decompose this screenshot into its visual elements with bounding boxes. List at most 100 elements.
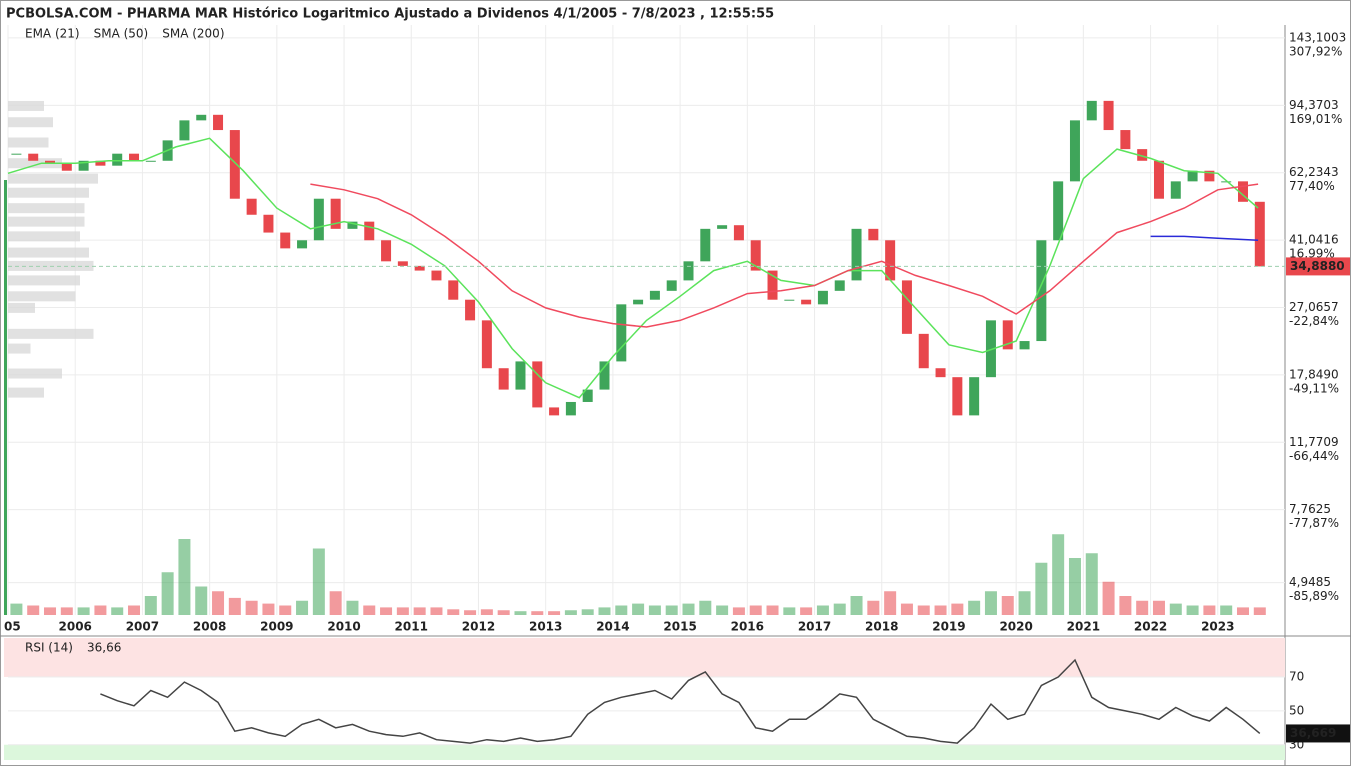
- candle-body: [817, 290, 828, 305]
- volume-profile-bar: [8, 231, 80, 242]
- y-tick-pct-label: -85,89%: [1289, 589, 1339, 603]
- candle-body: [935, 368, 946, 378]
- y-tick-label: 17,8490: [1289, 367, 1339, 381]
- candle-body: [498, 368, 509, 390]
- candle-body: [868, 228, 879, 241]
- indicator-line: [1150, 235, 1259, 242]
- volume-bar: [1068, 558, 1081, 615]
- candle-body: [229, 130, 240, 199]
- candle-body: [750, 240, 761, 271]
- y-tick-label: 4,9485: [1289, 575, 1331, 589]
- y-tick-label: 27,0657: [1289, 300, 1339, 314]
- volume-bar: [178, 539, 191, 615]
- candle-body: [78, 160, 89, 171]
- candle-body: [1053, 181, 1064, 241]
- volume-bar: [396, 607, 409, 615]
- volume-profile-bar: [8, 137, 49, 148]
- volume-bar: [1085, 553, 1098, 615]
- x-tick-label: 2007: [126, 620, 159, 634]
- volume-bar: [346, 600, 359, 615]
- candle-body: [599, 361, 610, 390]
- candle-body: [834, 280, 845, 291]
- y-tick-label: 62,2343: [1289, 165, 1339, 179]
- candle-body: [246, 198, 257, 215]
- candle-body: [1069, 120, 1080, 182]
- candle-body: [1237, 181, 1248, 202]
- indicator-line: [310, 183, 1259, 328]
- volume-profile-bar: [8, 117, 53, 128]
- volume-bar: [363, 605, 376, 615]
- volume-bar: [1119, 596, 1132, 615]
- volume-bar: [430, 607, 443, 615]
- volume-bar: [749, 605, 762, 615]
- candle-body: [11, 153, 22, 155]
- volume-bar: [212, 591, 225, 615]
- volume-bar: [329, 591, 342, 615]
- x-tick-label: 2019: [932, 620, 965, 634]
- volume-bar: [195, 586, 208, 615]
- candle-body: [851, 228, 862, 281]
- volume-bar: [245, 600, 258, 615]
- volume-bar: [1136, 600, 1149, 615]
- volume-bar: [1035, 562, 1048, 615]
- volume-bar: [783, 607, 796, 615]
- left-edge: [4, 180, 7, 615]
- volume-bar: [682, 603, 695, 615]
- volume-bar: [598, 607, 611, 615]
- x-tick-label: 2017: [798, 620, 831, 634]
- volume-bar: [10, 603, 23, 615]
- volume-bar: [867, 600, 880, 615]
- candle-body: [364, 221, 375, 241]
- volume-profile-bar: [8, 158, 62, 169]
- volume-bar: [1152, 600, 1165, 615]
- candle-body: [381, 240, 392, 262]
- overbought-zone: [4, 638, 1285, 677]
- candle-body: [45, 160, 56, 164]
- volume-bar: [984, 591, 997, 615]
- volume-bar: [262, 603, 275, 615]
- x-tick-label: 2012: [462, 620, 495, 634]
- candle-body: [280, 232, 291, 249]
- volume-bar: [279, 605, 292, 615]
- volume-bar: [833, 603, 846, 615]
- volume-profile-bar: [8, 203, 85, 214]
- volume-bar: [699, 600, 712, 615]
- candle-body: [1103, 100, 1114, 131]
- oversold-zone: [4, 744, 1285, 760]
- candle-body: [1187, 170, 1198, 182]
- candle-body: [179, 120, 190, 141]
- volume-profile-bar: [8, 260, 94, 271]
- candle-body: [1137, 149, 1148, 161]
- chart-title: PCBOLSA.COM - PHARMA MAR Histórico Logar…: [6, 7, 774, 22]
- x-tick-label: 2018: [865, 620, 898, 634]
- candle-body: [448, 280, 459, 300]
- y-tick-label: 94,3703: [1289, 98, 1339, 112]
- volume-bar: [951, 603, 964, 615]
- candle-body: [532, 361, 543, 408]
- candle-body: [683, 261, 694, 281]
- x-tick-label: 2023: [1201, 620, 1234, 634]
- candle-body: [1221, 181, 1232, 183]
- volume-bar: [1253, 607, 1266, 615]
- candle-body: [582, 389, 593, 402]
- volume-profile-bar: [8, 368, 62, 379]
- x-tick-label: 2011: [395, 620, 428, 634]
- candle-body: [414, 265, 425, 271]
- candle-body: [885, 240, 896, 281]
- candle-body: [1170, 181, 1181, 199]
- candle-body: [1120, 130, 1131, 150]
- volume-bar: [27, 605, 40, 615]
- x-tick-label: 2020: [999, 620, 1032, 634]
- volume-profile-bar: [8, 302, 35, 313]
- volume-profile-bar: [8, 100, 44, 111]
- volume-bar: [447, 609, 460, 615]
- volume-bar: [413, 607, 426, 615]
- y-tick-label: 7,7625: [1289, 502, 1331, 516]
- y-tick-label: 70: [1289, 669, 1304, 683]
- volume-bar: [732, 607, 745, 615]
- volume-bar: [900, 603, 913, 615]
- volume-bar: [1001, 596, 1014, 615]
- volume-profile-bar: [8, 216, 85, 227]
- y-tick-pct-label: -77,87%: [1289, 516, 1339, 530]
- volume-bar: [548, 611, 561, 615]
